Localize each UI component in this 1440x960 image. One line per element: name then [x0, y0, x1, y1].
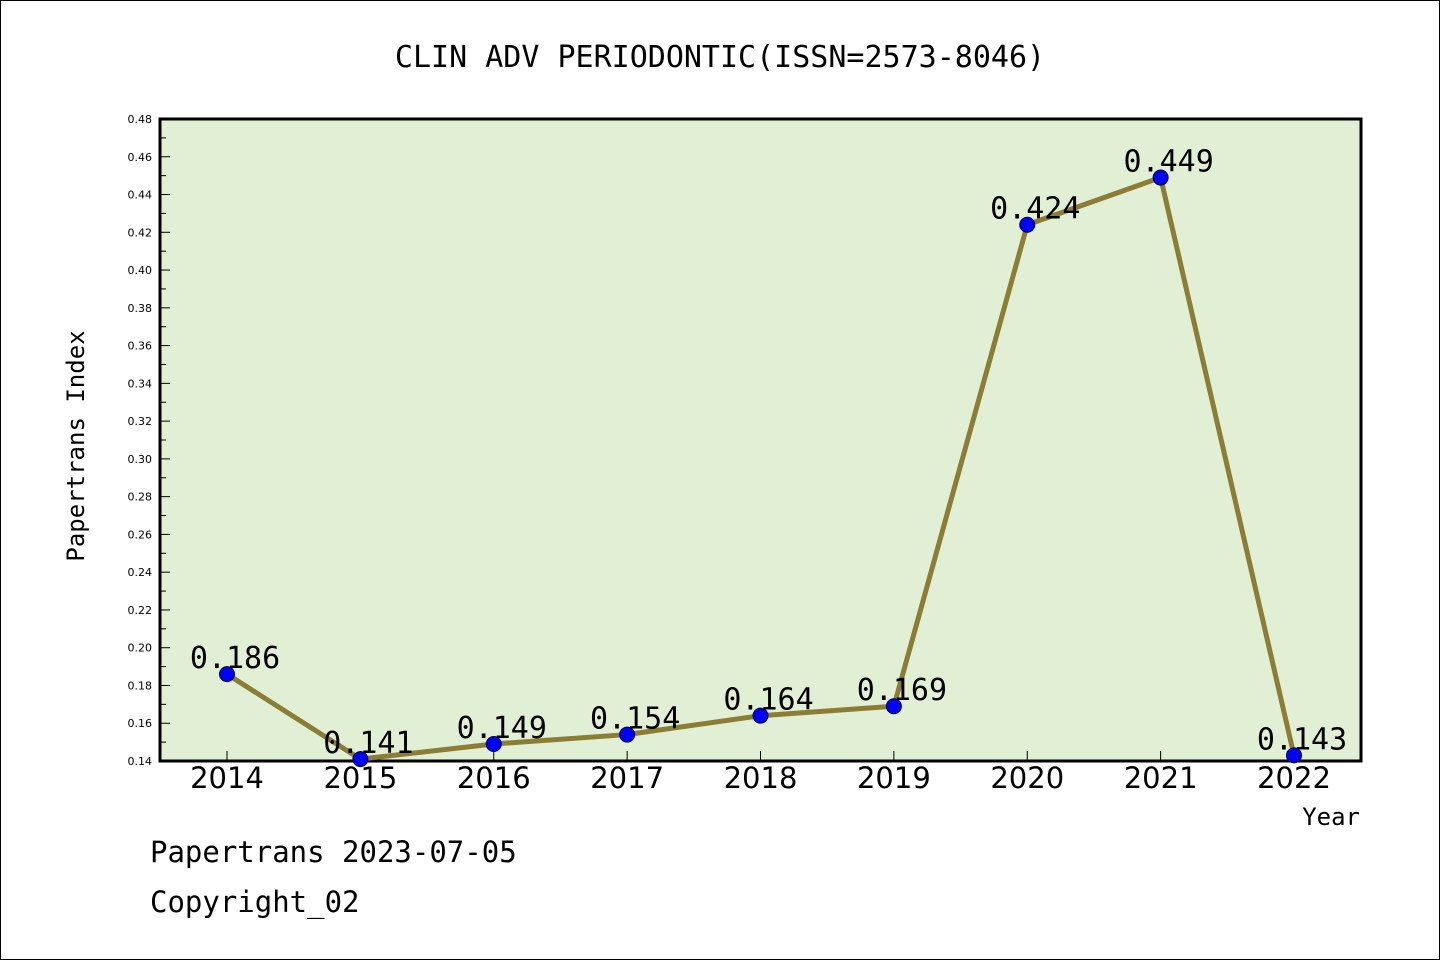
y-tick-label: 0.30: [128, 453, 153, 466]
data-point: [485, 736, 502, 753]
data-labels: 0.186 0.141 0.149 0.154 0.164 0.169 0.424 0.449…: [190, 145, 1347, 762]
y-tick-label: 0.24: [128, 566, 153, 579]
x-axis-label: Year: [1302, 803, 1360, 831]
data-label: 0.424: [990, 192, 1080, 227]
data-point: [1019, 216, 1036, 233]
y-tick-label: 0.14: [128, 755, 153, 768]
chart-title: CLIN ADV PERIODONTIC(ISSN=2573-8046): [395, 40, 1045, 75]
data-point: [219, 666, 235, 683]
y-tick-label: 0.16: [128, 717, 153, 730]
data-label: 0.141: [323, 726, 413, 761]
data-label: 0.143: [1257, 722, 1347, 757]
data-point: [1152, 169, 1169, 186]
data-label: 0.186: [190, 641, 280, 676]
x-tick-label: 2019: [857, 761, 931, 795]
data-label: 0.154: [590, 702, 680, 737]
data-point: [1286, 747, 1302, 764]
data-point: [885, 698, 902, 715]
x-tick-label: 2014: [190, 761, 264, 795]
data-label: 0.149: [457, 711, 547, 746]
y-tick-label: 0.48: [128, 113, 153, 126]
y-tick-label: 0.26: [128, 528, 153, 541]
y-tick-label: 0.28: [128, 491, 153, 504]
y-axis: 0.14 0.16 0.18 0.20 0.22 0.24 0.26 0.28 0.30 0.32…: [128, 113, 170, 768]
data-label: 0.169: [857, 673, 947, 708]
x-tick-label: 2020: [990, 761, 1064, 795]
y-tick-label: 0.22: [128, 604, 153, 617]
y-tick-label: 0.38: [128, 302, 153, 315]
y-tick-label: 0.18: [128, 679, 153, 692]
data-label: 0.449: [1123, 145, 1213, 180]
x-axis: 2014 2015 2016 2017 2018 2019 2020 2021 2022: [190, 751, 1331, 795]
y-tick-label: 0.20: [128, 642, 153, 655]
x-tick-label: 2021: [1124, 761, 1198, 795]
y-axis-label: Papertrans Index: [62, 330, 90, 561]
x-tick-label: 2018: [724, 761, 798, 795]
y-tick-label: 0.36: [128, 340, 153, 353]
y-tick-label: 0.44: [128, 189, 153, 202]
x-tick-label: 2016: [457, 761, 531, 795]
y-tick-label: 0.32: [128, 415, 153, 428]
y-tick-label: 0.40: [128, 264, 153, 277]
y-tick-label: 0.34: [128, 377, 153, 390]
data-point: [619, 726, 636, 743]
y-tick-label: 0.42: [128, 226, 153, 239]
footer-date: Papertrans 2023-07-05: [150, 835, 517, 869]
data-point: [352, 751, 369, 768]
data-point: [752, 707, 769, 724]
y-tick-label: 0.46: [128, 151, 153, 164]
x-tick-label: 2017: [590, 761, 664, 795]
data-markers: [219, 169, 1302, 768]
x-tick-label: 2022: [1257, 761, 1331, 795]
footer-copyright: Copyright_02: [150, 885, 360, 919]
data-label: 0.164: [723, 683, 813, 718]
plot-area: [158, 117, 1363, 763]
